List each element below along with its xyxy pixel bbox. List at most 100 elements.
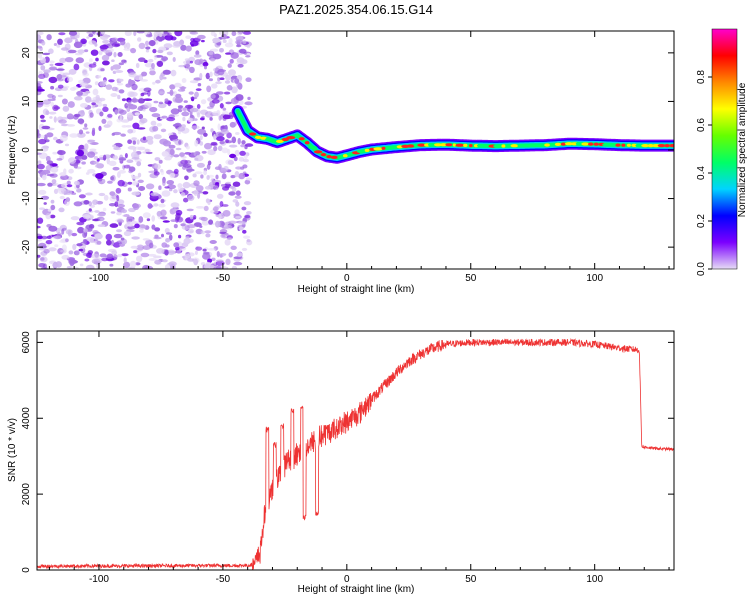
snr-x-label: Height of straight line (km)	[298, 584, 415, 595]
spectrogram-noise-cell	[125, 42, 131, 49]
spectrogram-ridge-peak	[554, 142, 562, 146]
spectrogram-noise-cell	[194, 250, 198, 255]
spectrogram-noise-cell	[64, 57, 74, 63]
spectrogram-noise-cell	[92, 127, 96, 133]
spectrogram-noise-cell	[173, 189, 178, 194]
spectrogram-noise-cell	[109, 223, 119, 228]
spectrogram-noise-cell	[117, 94, 121, 100]
spectrogram-noise-cell	[41, 40, 46, 46]
spectrogram-noise-cell	[156, 35, 165, 42]
spectrogram-noise-cell	[106, 239, 112, 246]
spectrogram-noise-cell	[238, 172, 246, 180]
spectrogram-noise-cell	[110, 239, 115, 246]
spectrogram-noise-cell	[121, 209, 127, 214]
colorbar-ticks: 0.0 0.2 0.4 0.6 0.8	[696, 70, 712, 276]
spectrogram-ridge-peak	[469, 144, 473, 148]
spectrogram-noise-cell	[53, 43, 58, 46]
spectrogram-noise-cell	[130, 47, 137, 54]
spectrogram-noise-cell	[208, 78, 213, 82]
spectrogram-noise-cell	[212, 206, 219, 212]
spectrogram-ridge-peak	[621, 143, 626, 147]
spectrogram-noise-cell	[175, 147, 182, 151]
spectrogram-noise-cell	[143, 87, 152, 93]
spectrogram-ridge-peak	[455, 143, 465, 147]
spectrogram-noise-cell	[121, 119, 130, 123]
spectrogram-noise-cell	[138, 57, 146, 62]
spectrogram-noise-cell	[216, 193, 224, 199]
spectrogram-noise-cell	[220, 167, 224, 172]
spectrogram-noise-cell	[136, 244, 145, 251]
spectrogram-noise-cell	[215, 220, 221, 228]
spectrogram-noise-cell	[200, 174, 204, 179]
spectrogram-noise-cell	[117, 204, 125, 208]
spectrogram-noise-cell	[152, 81, 156, 85]
spectrogram-noise-cell	[115, 187, 122, 194]
spectrogram-noise-cell	[38, 263, 46, 268]
spectrogram-noise-cell	[116, 199, 125, 205]
spectrogram-noise-cell	[161, 259, 168, 263]
spectrogram-noise-cell	[222, 114, 231, 120]
spectrogram-noise-cell	[110, 211, 116, 214]
spectrogram-noise-cell	[243, 201, 252, 206]
spectrogram-noise-cell	[131, 175, 140, 180]
spectrogram-noise-cell	[213, 145, 218, 152]
spectrogram-noise-cell	[219, 103, 224, 109]
spectrogram-noise-cell	[174, 96, 184, 104]
spectrogram-noise-cell	[236, 252, 243, 257]
snr-ticks: -100 -50 0 50 100 0 2000 4000 6000	[21, 331, 674, 585]
spectrogram-noise-cell	[111, 42, 121, 48]
spectrogram-noise-cell	[118, 89, 125, 94]
spectrogram-noise-cell	[66, 180, 71, 185]
spectrogram-noise-cell	[123, 261, 131, 269]
spectrogram-noise-cell	[196, 162, 205, 168]
spectrogram-noise-cell	[109, 195, 117, 202]
spectrogram-noise-cell	[117, 52, 123, 57]
snr-y-label: SNR (10 * v/v)	[7, 418, 18, 482]
spectrogram-noise-cell	[202, 191, 209, 195]
spectrogram-noise-cell	[94, 43, 98, 47]
spectrogram-noise-cell	[231, 265, 237, 269]
spectrogram-noise-cell	[92, 88, 99, 96]
spectrogram-noise-cell	[81, 161, 86, 165]
spectrogram-noise-cell	[151, 215, 155, 222]
spectrogram-noise-cell	[230, 52, 239, 59]
spectrogram-noise-cell	[223, 266, 227, 269]
snr-panel: -100 -50 0 50 100 0 2000 4000 6000 Height of str…	[7, 330, 675, 595]
spectrogram-noise-cell	[148, 40, 156, 47]
spectrogram-noise-cell	[40, 57, 46, 64]
spectrogram-noise-cell	[164, 249, 169, 256]
spectrogram-noise-cell	[139, 229, 144, 233]
spectrogram-noise-cell	[187, 117, 193, 123]
spectrogram-noise-cell	[56, 158, 63, 161]
spectrogram-noise-cell	[153, 134, 162, 140]
spectrogram-noise-cell	[112, 155, 119, 160]
spectrogram-noise-cell	[170, 108, 180, 115]
spectrogram-noise-cell	[124, 153, 128, 159]
colorbar: 0.0 0.2 0.4 0.6 0.8 Normalized spectral ampl…	[696, 28, 748, 276]
spectrogram-noise-cell	[95, 57, 99, 62]
spectrogram-noise-cell	[238, 99, 244, 106]
spectrogram-noise-cell	[140, 79, 148, 82]
spectrogram-noise-cell	[116, 118, 122, 123]
spectrogram-noise-cell	[66, 124, 76, 127]
spectrogram-noise-cell	[161, 190, 171, 197]
spectrogram-x-tick-label: 50	[465, 273, 477, 284]
spectrogram-noise-cell	[73, 163, 79, 169]
spectrogram-noise-cell	[151, 224, 156, 230]
spectrogram-noise-cell	[189, 114, 194, 119]
spectrogram-noise-cell	[174, 31, 183, 37]
spectrogram-noise-cell	[84, 258, 90, 262]
spectrogram-noise-cell	[142, 212, 151, 219]
spectrogram-noise-cell	[42, 108, 49, 116]
spectrogram-noise-cell	[37, 235, 43, 240]
spectrogram-noise-cell	[220, 129, 229, 135]
spectrogram-ridge-peak	[463, 143, 468, 147]
spectrogram-noise-cell	[246, 211, 252, 215]
spectrogram-noise-cell	[117, 179, 125, 187]
spectrogram-noise-cell	[100, 31, 106, 35]
spectrogram-noise-cell	[202, 61, 209, 67]
spectrogram-ridge-peak	[381, 146, 386, 150]
spectrogram-noise-cell	[232, 181, 241, 187]
spectrogram-y-tick-label: 20	[21, 47, 32, 59]
spectrogram-noise-cell	[202, 248, 207, 252]
